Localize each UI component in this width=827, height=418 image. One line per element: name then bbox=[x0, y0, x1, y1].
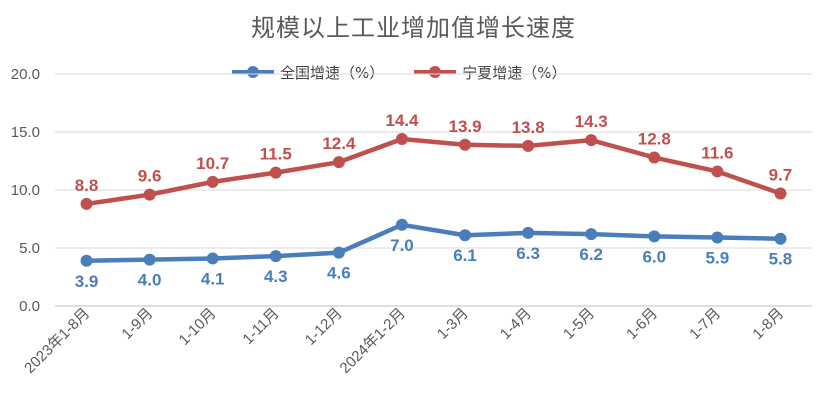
series-1-point-4 bbox=[332, 156, 345, 169]
series-0-data-label-11: 5.8 bbox=[769, 250, 793, 269]
legend-item-ningxia: 宁夏增速（%） bbox=[414, 62, 567, 83]
series-0-data-label-10: 5.9 bbox=[706, 249, 730, 268]
series-1-data-label-5: 14.4 bbox=[385, 111, 419, 130]
series-1-data-label-11: 9.7 bbox=[769, 165, 793, 184]
legend-swatch-ningxia bbox=[414, 65, 457, 79]
series-0-point-9 bbox=[648, 230, 661, 243]
series-1-point-5 bbox=[395, 132, 408, 145]
y-tick-label-1: 5.0 bbox=[19, 240, 40, 257]
y-tick-label-0: 0.0 bbox=[19, 298, 40, 315]
series-1-data-label-3: 11.5 bbox=[260, 145, 292, 164]
series-0-data-label-2: 4.1 bbox=[201, 269, 225, 288]
series-0-point-8 bbox=[585, 228, 598, 241]
series-0-point-2 bbox=[206, 252, 219, 265]
legend-label-national: 全国增速（%） bbox=[280, 63, 385, 82]
x-tick-label-0: 2023年1-8月 bbox=[21, 305, 93, 377]
series-1-data-label-8: 14.3 bbox=[575, 112, 608, 131]
x-tick-label-6: 1-3月 bbox=[434, 305, 472, 343]
y-tick-label-4: 20.0 bbox=[11, 66, 40, 83]
series-1-data-label-9: 12.8 bbox=[638, 130, 671, 149]
series-1-point-1 bbox=[143, 188, 156, 201]
series-1-data-label-2: 10.7 bbox=[196, 154, 229, 173]
series-0-data-label-6: 6.1 bbox=[453, 246, 477, 265]
series-1-point-9 bbox=[648, 151, 661, 164]
series-0-data-label-7: 6.3 bbox=[516, 244, 540, 263]
legend-item-national: 全国增速（%） bbox=[232, 62, 384, 83]
series-0-point-1 bbox=[143, 253, 156, 266]
series-0-data-label-1: 4.0 bbox=[138, 271, 162, 290]
legend: 全国增速（%） 宁夏增速（%） bbox=[232, 62, 597, 82]
x-tick-label-2: 1-10月 bbox=[176, 305, 220, 349]
series-1-point-0 bbox=[80, 197, 93, 210]
series-0-data-label-0: 3.9 bbox=[75, 272, 99, 291]
series-0-data-label-4: 4.6 bbox=[327, 264, 351, 283]
series-1-data-label-6: 13.9 bbox=[448, 117, 481, 136]
series-line-0 bbox=[84, 222, 783, 264]
series-line-1 bbox=[84, 136, 783, 207]
series-1-point-11 bbox=[774, 187, 787, 200]
series-0-data-label-9: 6.0 bbox=[642, 247, 666, 266]
series-0-point-10 bbox=[711, 231, 724, 244]
series-1-data-label-4: 12.4 bbox=[322, 134, 356, 153]
y-tick-label-2: 10.0 bbox=[11, 182, 40, 199]
x-tick-label-7: 1-4月 bbox=[497, 305, 535, 343]
series-1-point-8 bbox=[585, 134, 598, 147]
series-1-data-label-1: 9.6 bbox=[138, 167, 162, 186]
series-0-point-4 bbox=[332, 246, 345, 259]
series-1-data-label-7: 13.8 bbox=[512, 118, 545, 137]
series-0-data-label-8: 6.2 bbox=[579, 245, 603, 264]
series-0-data-label-3: 4.3 bbox=[264, 267, 288, 286]
legend-swatch-national bbox=[232, 65, 274, 79]
series-0-data-label-5: 7.0 bbox=[390, 236, 414, 255]
series-1-point-6 bbox=[459, 138, 472, 151]
series-1-point-2 bbox=[206, 175, 219, 188]
x-tick-label-11: 1-8月 bbox=[749, 305, 787, 343]
series-1-data-label-0: 8.8 bbox=[75, 176, 99, 195]
series-0-point-11 bbox=[774, 232, 787, 245]
series-1-point-10 bbox=[711, 165, 724, 178]
x-tick-label-5: 2024年1-2月 bbox=[337, 305, 409, 377]
series-1-point-3 bbox=[269, 166, 282, 179]
series-0-point-7 bbox=[522, 226, 535, 239]
x-tick-label-9: 1-6月 bbox=[623, 305, 661, 343]
x-tick-label-8: 1-5月 bbox=[560, 305, 598, 343]
x-tick-label-10: 1-7月 bbox=[686, 305, 724, 343]
series-0-point-5 bbox=[395, 218, 408, 231]
series-1-data-label-10: 11.6 bbox=[701, 143, 733, 162]
chart-title: 规模以上工业增加值增长速度 bbox=[251, 14, 576, 42]
x-tick-label-3: 1-11月 bbox=[240, 305, 283, 348]
series-0-point-6 bbox=[459, 229, 472, 242]
x-tick-label-4: 1-12月 bbox=[302, 305, 346, 349]
series-1-point-7 bbox=[522, 139, 535, 152]
legend-label-ningxia: 宁夏增速（%） bbox=[462, 63, 567, 82]
y-tick-label-3: 15.0 bbox=[11, 124, 40, 141]
series-0-point-0 bbox=[80, 254, 93, 267]
series-0-point-3 bbox=[269, 250, 282, 263]
x-tick-label-1: 1-9月 bbox=[118, 305, 156, 343]
